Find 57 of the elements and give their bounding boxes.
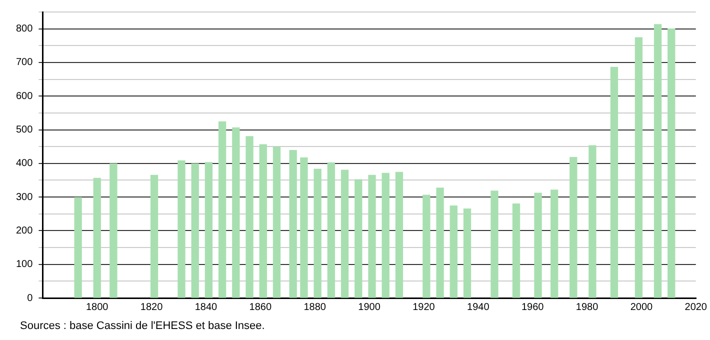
bar <box>327 162 336 298</box>
bar <box>382 172 390 298</box>
x-tick-label: 1860 <box>249 302 272 313</box>
bar <box>204 162 213 298</box>
bar <box>289 150 297 298</box>
y-tick-label: 800 <box>16 24 34 35</box>
bar <box>191 163 199 298</box>
bar <box>588 145 596 298</box>
bar <box>74 197 82 298</box>
bar <box>395 172 404 298</box>
bar <box>463 208 472 298</box>
bar <box>634 37 643 298</box>
bar <box>178 160 186 298</box>
bar <box>450 205 458 298</box>
x-tick-label: 1920 <box>412 302 436 313</box>
bar <box>340 170 349 298</box>
y-tick-label: 0 <box>27 292 34 304</box>
y-tick-label: 200 <box>16 225 34 236</box>
x-tick-label: 1960 <box>521 302 544 313</box>
bar <box>246 136 254 298</box>
bar <box>654 24 662 298</box>
bar <box>436 188 444 298</box>
bar <box>218 121 226 298</box>
bar <box>300 157 308 298</box>
bar <box>668 28 676 298</box>
bar <box>314 168 322 298</box>
x-tick-label: 1820 <box>140 302 164 313</box>
y-tick-label: 300 <box>16 192 34 203</box>
y-tick-label: 400 <box>16 158 34 170</box>
bar <box>570 157 578 298</box>
bar <box>512 203 520 298</box>
bar <box>610 66 618 298</box>
bar <box>534 192 542 298</box>
x-tick-label: 1980 <box>576 302 599 313</box>
bar <box>422 194 430 298</box>
bar <box>232 127 240 298</box>
bar <box>272 146 281 298</box>
y-tick-label: 600 <box>16 90 34 102</box>
bar <box>150 174 158 298</box>
x-tick-label: 1940 <box>467 302 490 313</box>
x-tick-label: 1840 <box>194 302 218 313</box>
bar <box>93 178 101 298</box>
x-tick-label: 2000 <box>630 302 654 313</box>
x-tick-label: 1800 <box>86 302 109 313</box>
x-tick-label: 1880 <box>304 302 326 313</box>
source-note: Sources : base Cassini de l'EHESS et base Insee. <box>20 320 265 332</box>
y-tick-label: 700 <box>16 57 34 68</box>
x-tick-label: 1900 <box>358 302 381 313</box>
bar <box>259 144 267 298</box>
x-tick-label: 2020 <box>684 302 708 313</box>
bar <box>550 190 558 298</box>
y-tick-label: 500 <box>16 124 34 136</box>
bar <box>368 174 376 298</box>
bar <box>490 190 498 298</box>
bar <box>110 163 118 298</box>
y-tick-label: 100 <box>16 259 34 270</box>
bar <box>354 179 362 298</box>
